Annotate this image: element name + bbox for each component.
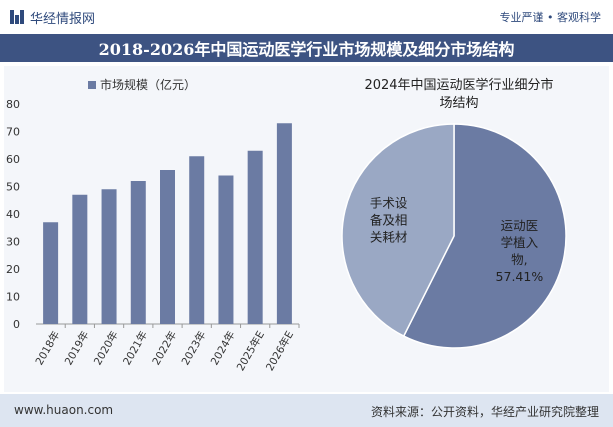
y-tick-label: 60 (6, 153, 20, 166)
footer-source: 资料来源：公开资料，华经产业研究院整理 (370, 405, 599, 419)
brand-name: 华经情报网 (30, 11, 96, 27)
bar (72, 194, 88, 324)
pie-slice-label: 运动医 (501, 218, 539, 233)
bar (43, 222, 59, 324)
y-tick-label: 50 (6, 181, 20, 194)
y-tick-label: 70 (6, 126, 20, 139)
bar (160, 170, 175, 324)
brand-logo: 华经情报网 (10, 8, 96, 27)
x-tick-label: 2019年 (62, 329, 92, 368)
x-tick-label: 2025年E (234, 329, 267, 373)
page-title: 2018-2026年中国运动医学行业市场规模及细分市场结构 (98, 40, 515, 59)
title-bar: 2018-2026年中国运动医学行业市场规模及细分市场结构 (0, 34, 613, 62)
tagline: 专业严谨 • 客观科学 (499, 11, 601, 24)
x-tick-label: 2018年 (33, 329, 63, 368)
x-tick-label: 2020年 (91, 329, 121, 368)
x-tick-label: 2026年E (263, 329, 296, 373)
pie-slice-label: 关耗材 (370, 229, 408, 244)
chart-panel: 市场规模（亿元） 0 10 20 30 40 50 60 70 80 2018年 2019年 2020年… (4, 66, 609, 392)
pie-title: 2024年中国运动医学行业细分市 (364, 77, 553, 93)
bar (101, 189, 117, 324)
bar (130, 181, 146, 324)
bar (218, 175, 234, 324)
x-tick-label: 2021年 (120, 329, 150, 368)
x-tick-label: 2023年 (179, 329, 209, 368)
pie-slice-label: 学植入 (501, 235, 539, 250)
pie-slice-label: 57.41% (496, 269, 544, 284)
pie-slice (402, 123, 567, 349)
x-tick-label: 2024年 (208, 329, 238, 368)
pie-slice-label: 手术设 (370, 195, 408, 210)
footer: www.huaon.com 资料来源：公开资料，华经产业研究院整理 (0, 394, 613, 427)
pie-slice-label: 备及相 (370, 212, 408, 227)
bar (276, 123, 292, 324)
legend-swatch (88, 81, 96, 89)
y-tick-label: 0 (13, 318, 20, 331)
legend-label: 市场规模（亿元） (100, 77, 196, 92)
pie-title: 场结构 (439, 96, 478, 111)
x-tick-label: 2022年 (149, 329, 179, 368)
bar (189, 156, 205, 324)
pie-slice-label: 物, (511, 252, 527, 267)
y-tick-label: 30 (6, 236, 20, 249)
top-bar: 华经情报网 专业严谨 • 客观科学 (0, 0, 613, 34)
pie-slice (341, 123, 455, 338)
y-tick-label: 20 (6, 263, 20, 276)
bar (247, 150, 263, 324)
y-tick-label: 10 (6, 291, 20, 304)
charts-svg: 市场规模（亿元） 0 10 20 30 40 50 60 70 80 2018年 2019年 2020年… (6, 77, 567, 373)
logo-icon (10, 10, 24, 24)
footer-url: www.huaon.com (14, 403, 114, 417)
y-tick-label: 40 (6, 208, 20, 221)
y-tick-label: 80 (6, 98, 20, 111)
